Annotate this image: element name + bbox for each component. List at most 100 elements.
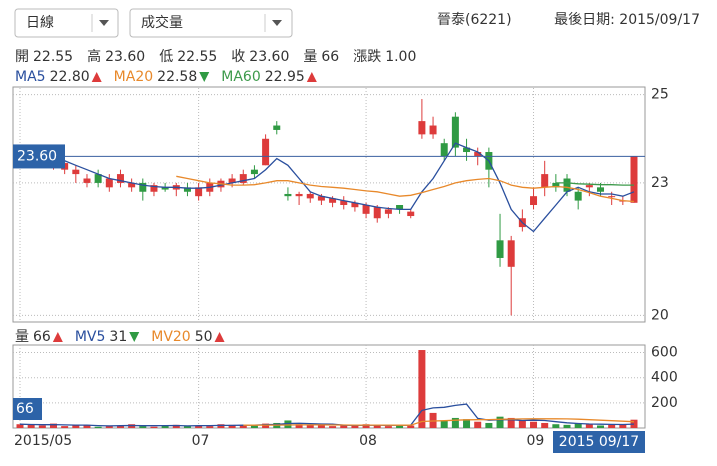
quote-label: 量 <box>303 49 317 65</box>
volume-frame <box>12 344 646 429</box>
candle-body <box>507 240 515 267</box>
indicator-line <box>243 418 635 426</box>
volume-bar <box>239 425 247 428</box>
candle-body <box>496 240 504 258</box>
candle-body <box>463 147 471 153</box>
volume-bar <box>317 425 325 428</box>
volume-bar <box>552 424 560 428</box>
candle-body <box>585 185 593 188</box>
volume-bar <box>206 426 214 428</box>
last-volume-box <box>13 398 42 420</box>
dropdown-arrow[interactable] <box>272 20 282 26</box>
candle-body <box>105 178 113 188</box>
x-tick-label: 09 <box>527 433 545 449</box>
dropdown-arrow[interactable] <box>99 20 109 26</box>
volume-bar <box>183 426 191 428</box>
candle-body <box>228 178 236 183</box>
legend-name: 量 <box>15 329 29 345</box>
volume-bar <box>340 425 348 428</box>
candle-body <box>451 116 459 148</box>
volume-bar <box>72 425 80 428</box>
volume-bar <box>172 424 180 428</box>
volume-bar <box>83 424 91 428</box>
y-tick-label: 25 <box>651 87 669 103</box>
volume-bar <box>116 425 124 428</box>
quote-value: 23.60 <box>249 49 289 65</box>
y-tick-label: 600 <box>651 345 678 361</box>
trend-icon <box>52 332 63 342</box>
candle-body <box>295 193 303 197</box>
volume-bar <box>463 419 471 428</box>
trend-icon <box>129 332 140 342</box>
volume-bar <box>250 424 258 428</box>
candle-body <box>563 178 571 192</box>
volume-bar <box>217 424 225 428</box>
y-tick-label: 400 <box>651 370 678 386</box>
volume-bar <box>362 424 370 428</box>
volume-bar <box>16 424 24 428</box>
volume-bar <box>306 424 314 428</box>
volume-bar <box>608 424 616 428</box>
candle-body <box>597 187 605 192</box>
volume-bar <box>396 424 404 428</box>
volume-bar <box>474 421 482 428</box>
last-volume-label: 66 <box>16 401 34 417</box>
legend-value: 22.95 <box>265 69 305 85</box>
legend-value: 22.80 <box>50 69 90 85</box>
candle-body <box>273 125 281 130</box>
legend-value: 50 <box>195 329 213 345</box>
volume-bar <box>228 424 236 428</box>
trend-icon <box>91 72 102 82</box>
volume-bar <box>541 422 549 428</box>
candle-body <box>239 174 247 183</box>
stock-name: 晉泰(6221) <box>437 12 512 28</box>
candle-body <box>329 198 337 203</box>
candle-body <box>474 152 482 157</box>
legend-name: MV20 <box>151 329 190 345</box>
volume-bar <box>150 426 158 428</box>
volume-bar <box>49 423 57 428</box>
candle-body <box>116 174 124 183</box>
trend-icon <box>306 72 317 82</box>
indicator-dropdown[interactable] <box>129 8 293 38</box>
candle-body <box>608 196 616 198</box>
quote-value: 66 <box>321 49 339 65</box>
volume-bar <box>139 426 147 428</box>
quote-value: 22.55 <box>33 49 73 65</box>
indicator-line <box>19 403 635 427</box>
volume-bar <box>195 425 203 428</box>
volume-bar <box>284 420 292 428</box>
volume-bar <box>161 425 169 428</box>
x-tick-label: 07 <box>192 433 210 449</box>
volume-bar <box>351 424 359 428</box>
indicator-line <box>555 182 634 186</box>
quote-label: 低 <box>159 49 173 65</box>
indicator-value[interactable]: 成交量 <box>141 14 183 31</box>
quote-label: 高 <box>87 48 101 65</box>
candle-body <box>94 174 102 183</box>
volume-bar <box>619 424 627 428</box>
candle-body <box>317 196 325 201</box>
volume-bar <box>295 424 303 428</box>
candle-body <box>396 205 404 210</box>
candle-body <box>161 187 169 190</box>
volume-bar <box>507 417 515 428</box>
volume-bar <box>630 419 638 428</box>
candle-body <box>150 185 158 192</box>
period-value[interactable]: 日線 <box>26 15 54 31</box>
candle-body <box>306 193 314 199</box>
last-price-box <box>13 144 65 169</box>
candle-body <box>183 187 191 192</box>
candle-body <box>340 200 348 205</box>
volume-bar <box>496 416 504 428</box>
candle-body <box>262 138 270 166</box>
candle-body <box>630 156 638 203</box>
candle-body <box>429 125 437 135</box>
candle-body <box>373 207 381 219</box>
x-tick-label: 08 <box>359 433 377 449</box>
volume-bar <box>451 417 459 428</box>
candle-body <box>195 187 203 197</box>
volume-bar <box>585 424 593 428</box>
candle-body <box>384 209 392 214</box>
volume-bar <box>563 424 571 428</box>
